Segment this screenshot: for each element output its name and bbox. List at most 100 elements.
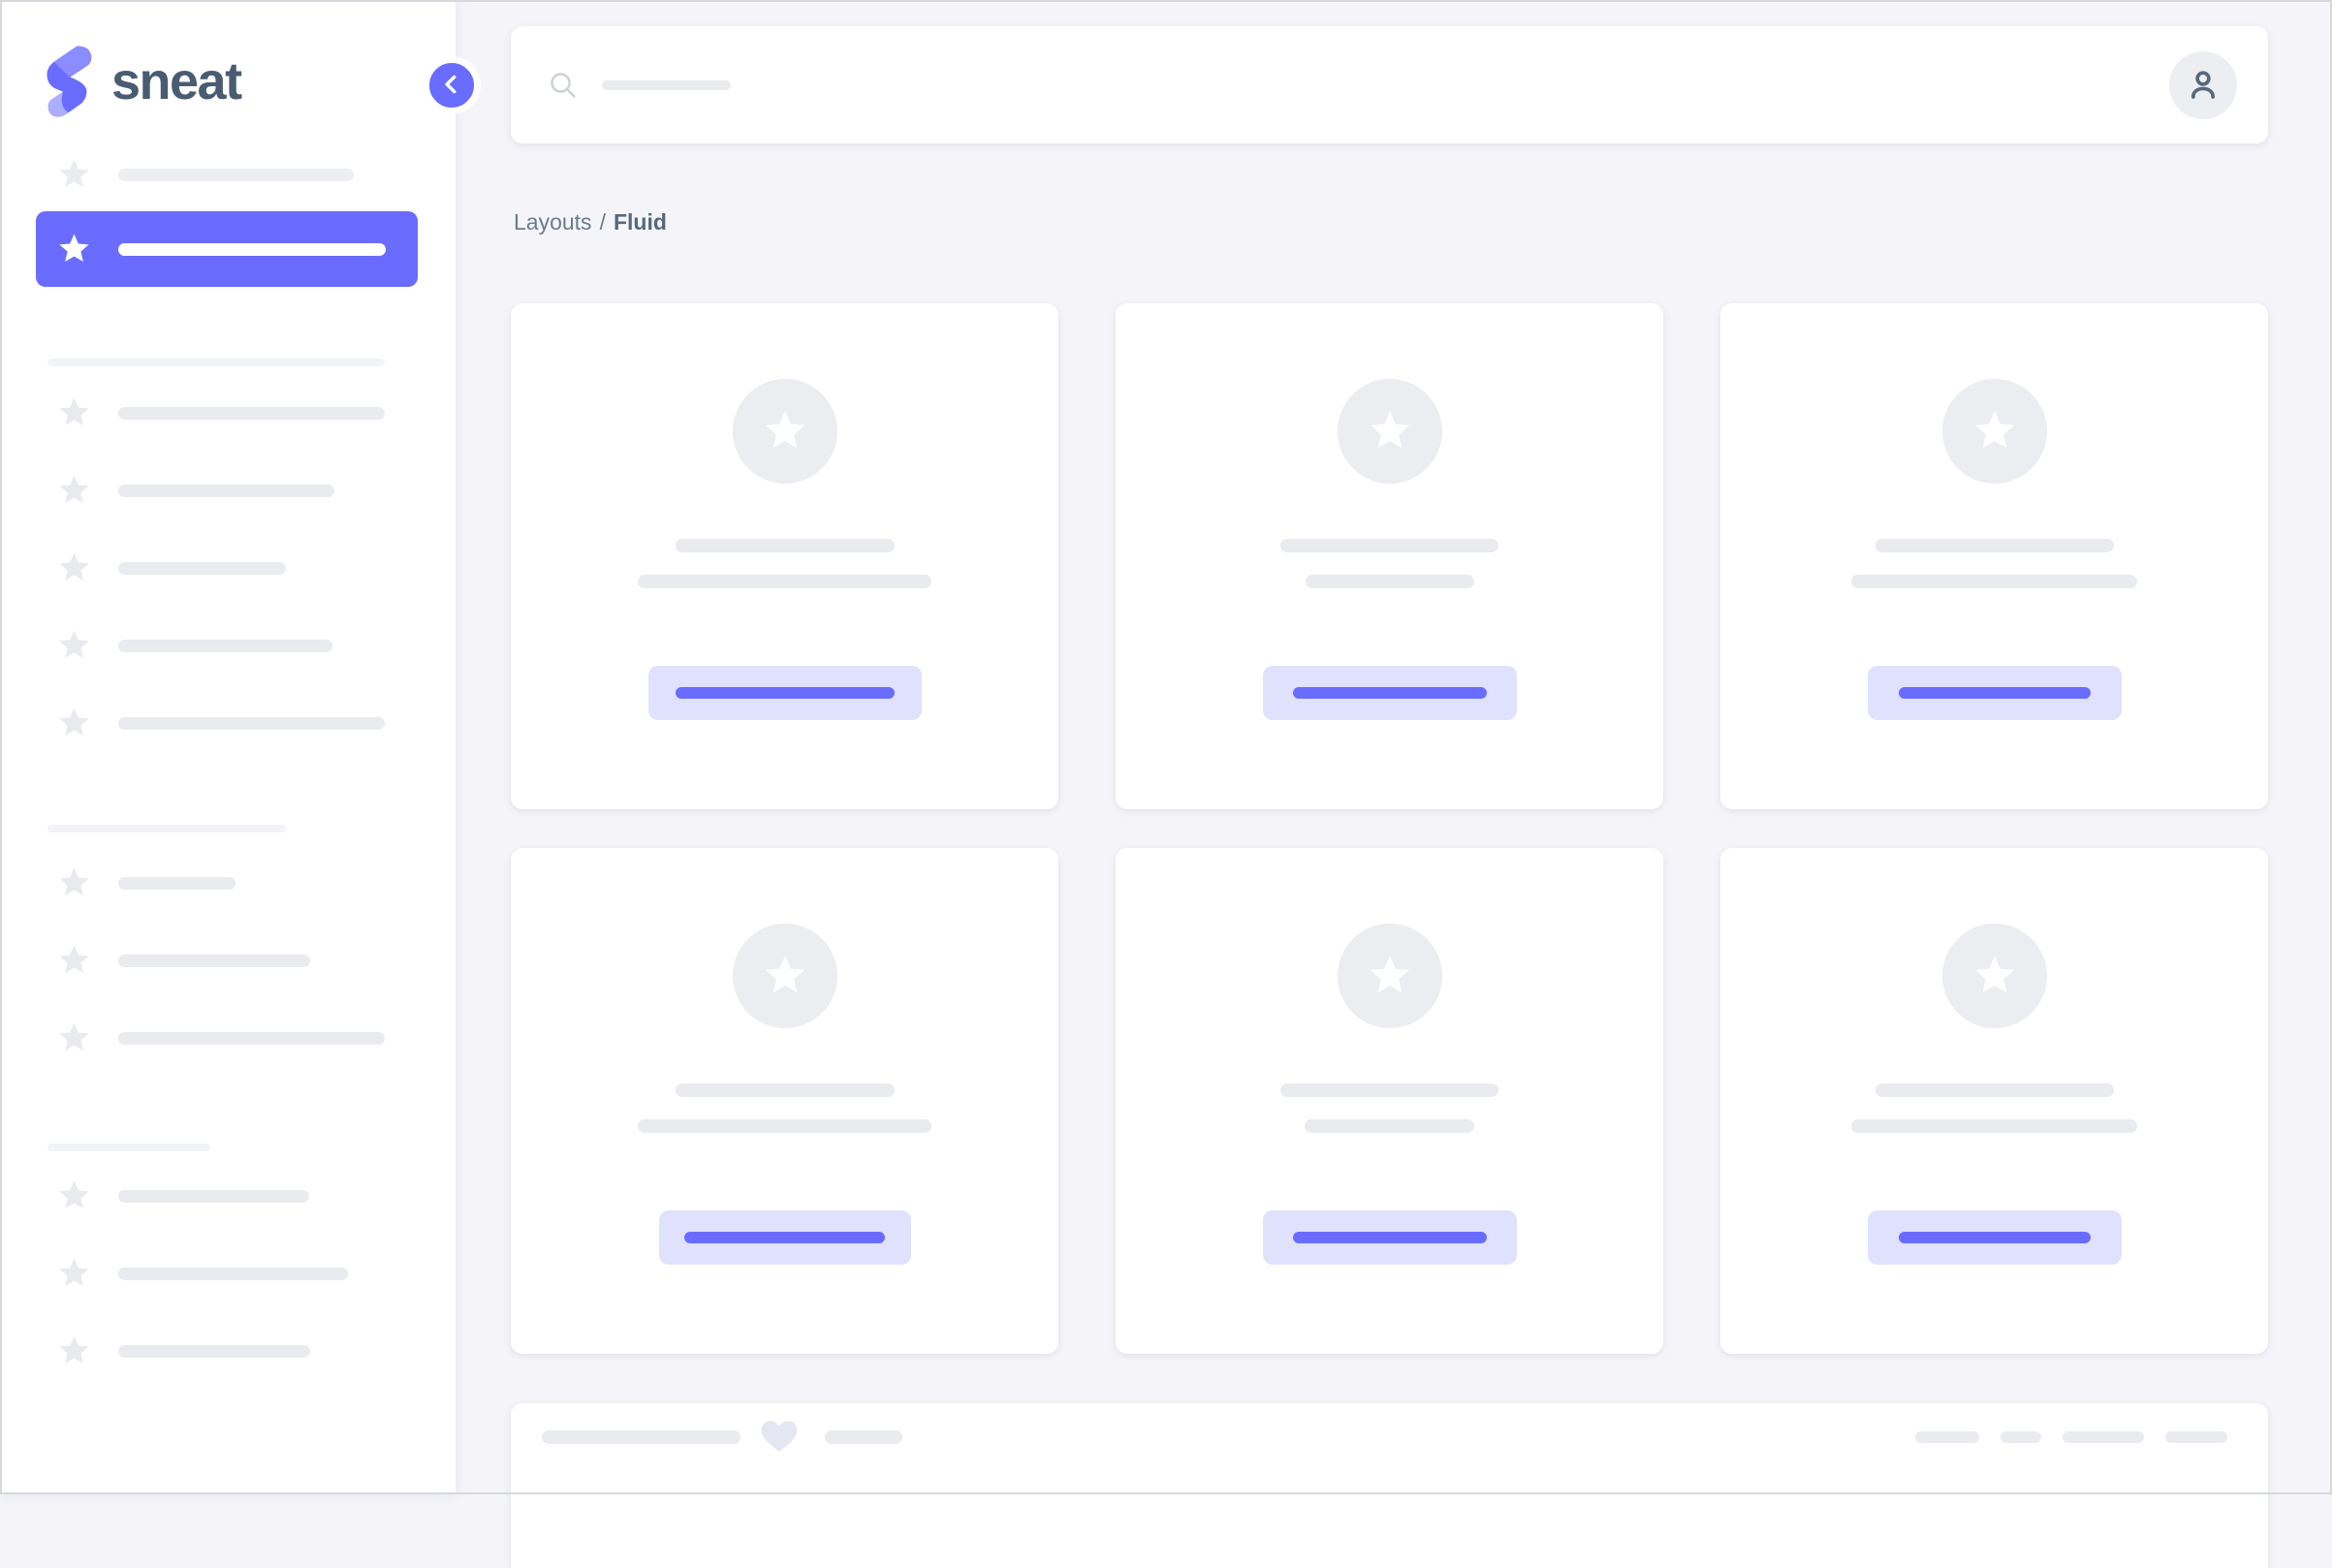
card-button[interactable]: [658, 1210, 911, 1265]
sidebar-menu-item[interactable]: [0, 550, 456, 585]
cards-grid: [511, 303, 2268, 1354]
star-icon: [56, 232, 92, 267]
card-text-placeholder: [1305, 1119, 1474, 1133]
bottom-card-row: [542, 1421, 2227, 1453]
menu-label-placeholder: [118, 406, 385, 420]
card-button[interactable]: [1262, 666, 1517, 720]
sidebar-menu: [0, 157, 456, 1368]
sidebar-menu-item[interactable]: [0, 628, 456, 663]
demo-card: [511, 303, 1058, 809]
card-title-placeholder: [1875, 1083, 2114, 1097]
breadcrumb: Layouts / Fluid: [514, 209, 2268, 235]
card-title-placeholder: [675, 1083, 895, 1097]
menu-label-placeholder: [118, 876, 236, 890]
brand-name: sneat: [111, 52, 242, 110]
top-navbar: [511, 26, 2268, 143]
heart-icon: [760, 1421, 799, 1453]
card-star-avatar: [732, 924, 837, 1028]
card-title-placeholder: [1875, 539, 2114, 552]
card-text-placeholder: [1305, 575, 1474, 588]
menu-label-placeholder: [47, 1144, 210, 1151]
menu-label-placeholder: [47, 825, 286, 832]
card-text-placeholder: [638, 575, 931, 588]
card-button[interactable]: [1867, 1210, 2122, 1265]
star-icon: [56, 1256, 92, 1291]
star-icon: [1370, 411, 1409, 449]
card-star-avatar: [732, 379, 837, 484]
sidebar-menu-item[interactable]: [0, 1178, 456, 1213]
demo-card: [1720, 848, 2268, 1354]
button-label-placeholder: [675, 687, 895, 699]
star-icon: [56, 1333, 92, 1368]
menu-section-divider: [0, 359, 456, 366]
button-label-placeholder: [1898, 687, 2091, 699]
card-title-placeholder: [1280, 1083, 1498, 1097]
sidebar-menu-item[interactable]: [0, 943, 456, 978]
card-text-placeholder: [1851, 1119, 2137, 1133]
card-star-avatar: [1337, 379, 1442, 484]
sidebar-menu-item[interactable]: [0, 706, 456, 740]
star-icon: [56, 943, 92, 978]
sidebar-menu-item[interactable]: [0, 473, 456, 508]
star-icon: [56, 1020, 92, 1055]
search-input[interactable]: [548, 70, 731, 101]
star-icon: [765, 956, 804, 993]
menu-label-placeholder: [118, 1189, 309, 1203]
demo-card: [1116, 303, 1663, 809]
star-icon: [56, 157, 92, 192]
bottom-card: [511, 1403, 2268, 1568]
button-label-placeholder: [1898, 1232, 2091, 1243]
bottom-text-placeholder-2: [825, 1429, 902, 1444]
menu-label-placeholder: [118, 639, 332, 652]
search-icon: [548, 70, 579, 101]
button-label-placeholder: [684, 1232, 885, 1243]
star-icon: [56, 550, 92, 585]
menu-label-placeholder: [118, 1031, 385, 1045]
demo-card: [511, 848, 1058, 1354]
bottom-text-placeholder: [542, 1429, 741, 1444]
brand[interactable]: sneat: [47, 45, 456, 118]
card-button[interactable]: [1262, 1210, 1517, 1265]
user-avatar[interactable]: [2169, 50, 2237, 119]
bottom-right-bar: [2165, 1430, 2227, 1443]
star-icon: [56, 395, 92, 430]
star-icon: [56, 628, 92, 663]
menu-section-divider: [0, 825, 456, 832]
star-icon: [56, 1178, 92, 1213]
sidebar-menu-item[interactable]: [0, 395, 456, 430]
menu-label-placeholder: [118, 954, 310, 967]
sneat-logo-icon: [47, 45, 92, 118]
sidebar-menu-item[interactable]: [36, 211, 418, 287]
card-button[interactable]: [647, 666, 922, 720]
bottom-right-bar: [2063, 1430, 2144, 1443]
main-content: Layouts / Fluid: [456, 0, 2332, 1568]
button-label-placeholder: [1292, 687, 1487, 699]
star-icon: [1974, 411, 2014, 449]
star-icon: [56, 865, 92, 900]
sidebar-menu-item[interactable]: [0, 157, 456, 192]
sidebar-menu-item[interactable]: [0, 1256, 456, 1291]
search-placeholder-bar: [602, 79, 731, 90]
card-star-avatar: [1941, 924, 2047, 1028]
sidebar-menu-item[interactable]: [0, 865, 456, 900]
demo-card: [1116, 848, 1663, 1354]
card-title-placeholder: [675, 539, 895, 552]
menu-label-placeholder: [118, 561, 286, 575]
card-star-avatar: [1337, 924, 1442, 1028]
card-button[interactable]: [1867, 666, 2122, 720]
chevron-left-icon: [439, 72, 464, 100]
page-title: Fluid: [613, 209, 667, 235]
bottom-right-bar: [2001, 1430, 2041, 1443]
star-icon: [1370, 956, 1409, 993]
bottom-right-placeholders: [1915, 1430, 2227, 1443]
star-icon: [765, 411, 804, 449]
sidebar-menu-item[interactable]: [0, 1020, 456, 1055]
menu-section-divider: [0, 1144, 456, 1151]
breadcrumb-section[interactable]: Layouts: [514, 209, 592, 235]
sidebar-menu-item[interactable]: [0, 1333, 456, 1368]
sidebar: sneat: [0, 0, 456, 1494]
card-title-placeholder: [1280, 539, 1498, 552]
sidebar-collapse-button[interactable]: [423, 56, 481, 114]
menu-label-placeholder: [118, 242, 386, 256]
bottom-right-bar: [1915, 1430, 1979, 1443]
